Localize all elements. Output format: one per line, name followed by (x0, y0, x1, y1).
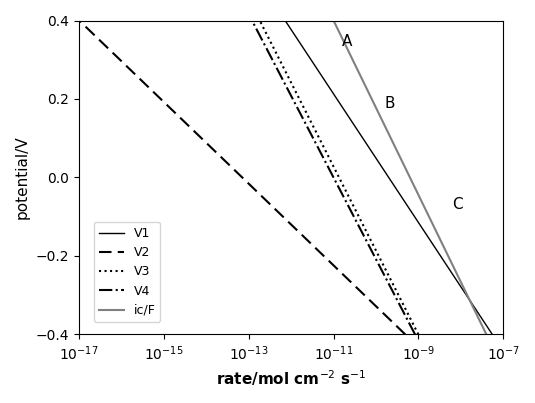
ic/F (425, 212, 431, 217)
V3 (386, 275, 393, 280)
V2 (190, 128, 196, 133)
V2 (343, 275, 349, 280)
V4 (249, 18, 255, 23)
V4 (306, 128, 312, 133)
V1 (452, 275, 458, 280)
Line: V4: V4 (252, 21, 415, 334)
V2 (76, 18, 82, 23)
Line: V3: V3 (259, 21, 418, 334)
ic/F (330, 18, 337, 23)
ic/F (392, 144, 398, 149)
V2 (159, 98, 165, 103)
Text: B: B (385, 96, 395, 111)
V4 (278, 74, 284, 79)
V4 (382, 275, 388, 280)
Line: V2: V2 (79, 21, 406, 334)
V3 (256, 18, 263, 23)
Line: ic/F: ic/F (333, 21, 486, 334)
Line: V1: V1 (285, 21, 492, 334)
V2 (207, 144, 213, 149)
V1 (334, 98, 341, 103)
V3 (320, 144, 326, 149)
Text: A: A (342, 33, 353, 49)
V1 (354, 128, 361, 133)
V1 (365, 144, 371, 149)
V3 (285, 74, 291, 79)
V1 (489, 332, 495, 337)
V4 (412, 332, 418, 337)
ic/F (357, 74, 364, 79)
V4 (314, 144, 320, 149)
V4 (349, 212, 356, 217)
X-axis label: rate/mol cm$^{-2}$ s$^{-1}$: rate/mol cm$^{-2}$ s$^{-1}$ (216, 368, 366, 388)
V3 (312, 128, 318, 133)
V2 (402, 332, 409, 337)
ic/F (384, 128, 390, 133)
Text: C: C (453, 197, 463, 212)
ic/F (455, 275, 462, 280)
V3 (415, 332, 422, 337)
V3 (355, 212, 361, 217)
Legend: V1, V2, V3, V4, ic/F: V1, V2, V3, V4, ic/F (94, 222, 160, 322)
V3 (297, 98, 303, 103)
ic/F (369, 98, 376, 103)
V1 (282, 18, 288, 23)
ic/F (483, 332, 490, 337)
V4 (290, 98, 296, 103)
V2 (278, 212, 284, 217)
V1 (410, 212, 416, 217)
Y-axis label: potential/V: potential/V (15, 136, 30, 219)
V1 (319, 74, 325, 79)
V2 (134, 74, 140, 79)
